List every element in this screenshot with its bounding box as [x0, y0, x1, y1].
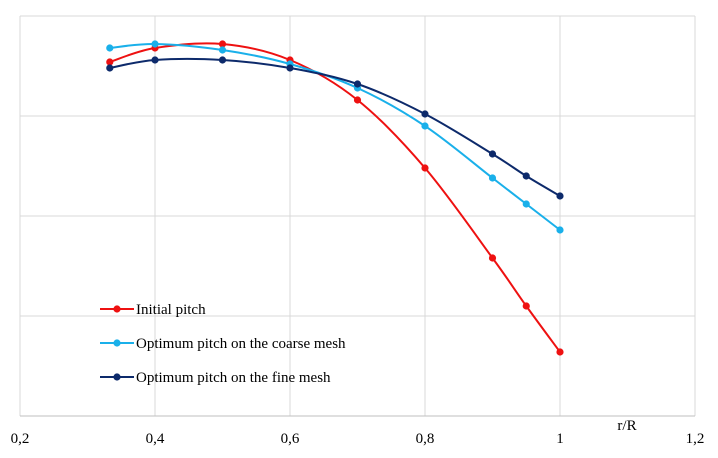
data-point-0-7 [522, 302, 530, 310]
x-tick-label-0: 0,2 [11, 431, 30, 447]
data-point-1-2 [218, 46, 227, 54]
data-point-1-8 [556, 226, 564, 234]
legend-swatch-marker-2 [113, 373, 121, 381]
data-point-2-3 [286, 64, 294, 72]
series-1 [106, 40, 564, 234]
data-point-0-8 [556, 348, 564, 356]
legend-item-0: Initial pitch [100, 302, 206, 318]
data-point-2-7 [522, 172, 530, 180]
data-point-1-7 [522, 200, 530, 208]
data-point-1-0 [106, 44, 114, 52]
data-point-0-6 [488, 254, 497, 262]
legend: Initial pitch Optimum pitch on the coarse… [100, 302, 346, 386]
x-tick-label-1: 0,4 [146, 431, 165, 447]
data-point-0-0 [106, 58, 114, 66]
x-tick-label-4: 1 [556, 431, 564, 447]
legend-label-1: Optimum pitch on the coarse mesh [136, 336, 346, 352]
legend-swatch-marker-1 [113, 339, 121, 347]
data-point-1-6 [488, 174, 497, 182]
data-point-2-0 [106, 64, 114, 72]
data-point-2-6 [488, 150, 497, 158]
data-point-2-4 [353, 80, 362, 88]
legend-label-2: Optimum pitch on the fine mesh [136, 370, 331, 386]
x-axis-title: r/R [617, 418, 636, 434]
data-point-2-5 [421, 110, 429, 118]
legend-swatch-marker-0 [113, 305, 121, 313]
series-2 [106, 56, 564, 200]
data-point-0-4 [353, 96, 362, 104]
data-point-2-8 [556, 192, 564, 200]
legend-item-2: Optimum pitch on the fine mesh [100, 370, 331, 386]
legend-item-1: Optimum pitch on the coarse mesh [100, 336, 346, 352]
x-tick-labels: 0,2 0,4 0,6 0,8 1 1,2 [11, 431, 705, 447]
data-point-2-1 [151, 56, 159, 64]
grid [19, 15, 696, 417]
x-tick-label-5: 1,2 [686, 431, 705, 447]
series-layer [106, 40, 564, 356]
data-point-0-2 [218, 40, 227, 48]
series-line-1 [109, 42, 561, 231]
data-point-2-2 [218, 56, 227, 64]
data-point-0-5 [421, 164, 429, 172]
data-point-1-5 [421, 122, 429, 130]
x-tick-label-2: 0,6 [281, 431, 300, 447]
legend-label-0: Initial pitch [136, 302, 206, 318]
x-tick-label-3: 0,8 [416, 431, 435, 447]
data-point-1-1 [151, 40, 159, 48]
